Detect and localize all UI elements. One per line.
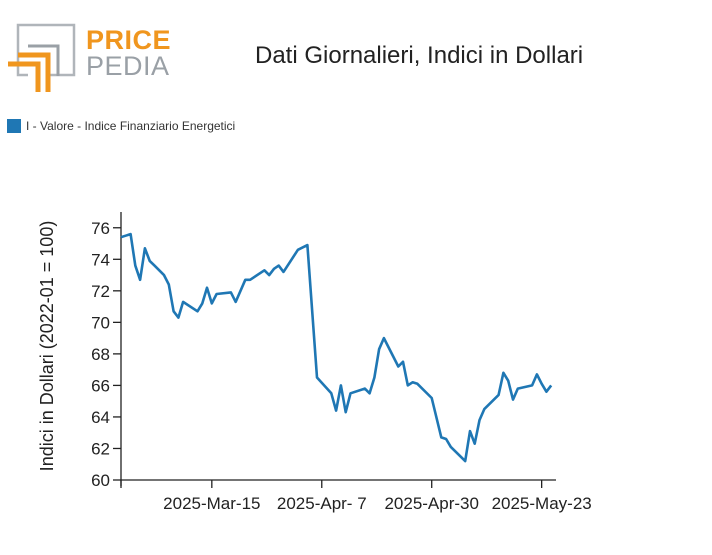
y-tick-label: 70: [91, 313, 110, 332]
y-tick-label: 74: [91, 250, 110, 269]
chart-title: Dati Giornalieri, Indici in Dollari: [255, 42, 584, 69]
y-tick-label: 62: [91, 439, 110, 458]
y-axis-label: Indici in Dollari (2022-01 = 100): [37, 221, 57, 472]
x-tick-label: 2025-Mar-15: [163, 494, 260, 513]
y-tick-label: 72: [91, 282, 110, 301]
y-tick-label: 60: [91, 471, 110, 490]
x-tick-label: 2025-May-23: [492, 494, 592, 513]
y-tick-label: 68: [91, 345, 110, 364]
y-tick-label: 76: [91, 219, 110, 238]
logo-word-pedia: PEDIA: [86, 51, 170, 81]
y-tick-label: 64: [91, 408, 110, 427]
legend-swatch: [7, 119, 21, 133]
logo-word-price: PRICE: [86, 25, 172, 55]
x-tick-label: 2025-Apr-30: [384, 494, 479, 513]
series-line: [120, 232, 553, 463]
chart-legend[interactable]: I - Valore - Indice Finanziario Energeti…: [7, 119, 235, 133]
logo-mark-icon: [8, 23, 76, 92]
y-axis: 60 62 64 66 68 70 72 74 76: [91, 212, 122, 490]
y-tick-label: 66: [91, 376, 110, 395]
x-tick-label: 2025-Apr- 7: [277, 494, 367, 513]
pricepedia-logo: PRICE PEDIA: [8, 22, 172, 92]
legend-label: I - Valore - Indice Finanziario Energeti…: [26, 119, 236, 133]
x-axis: 2025-Mar-15 2025-Apr- 7 2025-Apr-30 2025-Ma…: [120, 479, 592, 513]
